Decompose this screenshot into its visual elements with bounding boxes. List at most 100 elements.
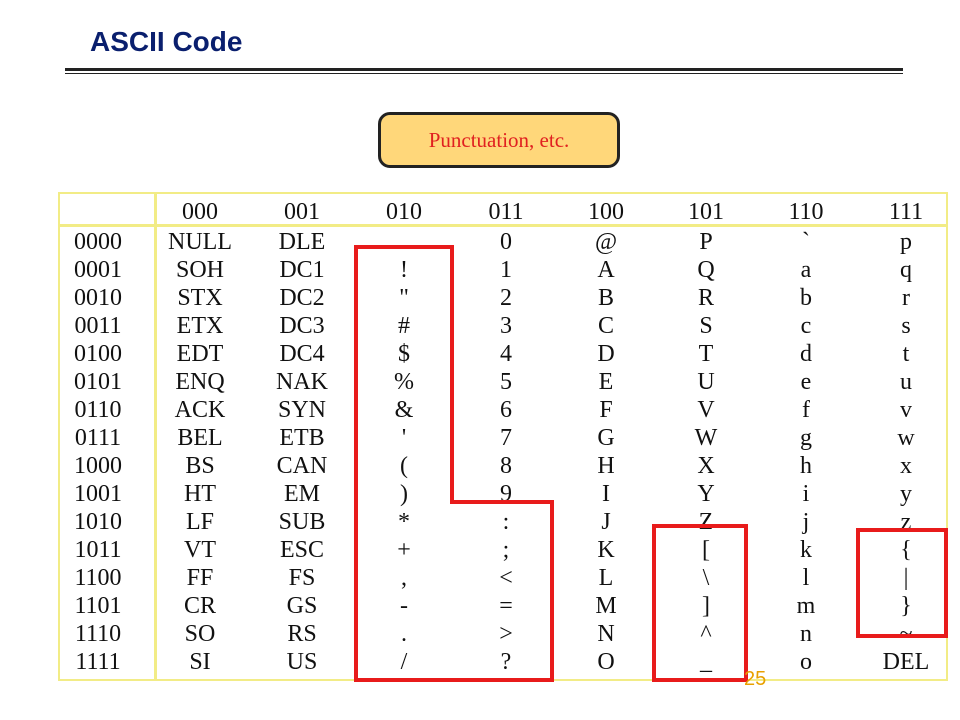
table-cell: R [697,285,714,311]
highlight-111-left [856,528,860,638]
table-cell: f [802,397,810,423]
table-cell: B [597,285,614,311]
row-header: 0000 [74,229,122,255]
table-cell: DC4 [279,341,325,367]
table-cell: 0 [500,229,512,255]
row-header: 0101 [74,369,122,395]
table-cell: ACK [174,397,226,423]
table-cell: ESC [279,537,324,563]
table-cell: W [694,425,718,451]
table-cell: s [901,313,911,339]
table-cell: @ [594,229,618,255]
table-cell: _ [700,649,712,675]
table-cell: z [900,509,912,535]
row-header: 1011 [74,537,122,563]
table-cell: - [400,593,408,619]
highlight-bottom [354,678,554,682]
table-cell: M [595,593,617,619]
table-cell: / [400,649,408,675]
table-cell: C [597,313,614,339]
table-cell: U [697,369,715,395]
table-cell: } [900,593,912,619]
table-cell: STX [177,285,223,311]
row-header: 0110 [74,397,122,423]
highlight-111-right [944,528,948,638]
table-cell: J [601,509,611,535]
table-cell: K [597,537,615,563]
highlight-010-top [354,245,454,249]
table-cell: EM [284,481,320,507]
table-cell: DC2 [279,285,325,311]
table-cell: G [597,425,615,451]
table-cell: x [900,453,912,479]
table-cell: : [502,509,510,535]
table-cell: q [900,257,912,283]
table-cell: * [398,509,410,535]
punctuation-callout: Punctuation, etc. [378,112,620,168]
table-cell: a [800,257,812,283]
row-header: 0001 [74,257,122,283]
table-cell: EDT [176,341,224,367]
table-cell: E [598,369,614,395]
table-cell: SO [184,621,216,647]
table-cell: h [800,453,812,479]
table-cell: SI [189,649,211,675]
table-divider-vertical [154,192,157,681]
table-cell: [ [702,537,710,563]
table-cell: ' [401,425,407,451]
table-cell: P [699,229,713,255]
table-cell: { [900,537,912,563]
column-header: 101 [688,199,724,225]
row-header: 1000 [74,453,122,479]
table-cell: r [902,285,910,311]
table-cell: j [802,509,810,535]
row-header: 0011 [74,313,122,339]
table-cell: CR [183,593,216,619]
table-cell: 7 [500,425,512,451]
table-cell: DEL [882,649,930,675]
table-cell: 8 [500,453,512,479]
highlight-111-top [856,528,948,532]
table-cell: VT [184,537,216,563]
table-cell: d [800,341,812,367]
table-cell: SYN [277,397,326,423]
column-header: 110 [788,199,824,225]
table-cell: p [900,229,912,255]
table-cell: v [900,397,912,423]
table-cell: " [399,285,409,311]
row-header: 1110 [74,621,122,647]
highlight-011-step-top [450,500,554,504]
table-cell: D [597,341,615,367]
table-cell: w [897,425,915,451]
table-cell: ETX [176,313,224,339]
table-cell: X [697,453,715,479]
table-cell: $ [398,341,410,367]
title-rule-thin [65,73,903,74]
table-cell: l [802,565,810,591]
table-cell: u [900,369,912,395]
table-cell: . [401,621,407,647]
row-header: 1111 [75,649,121,675]
slide-title: ASCII Code [90,26,243,57]
table-cell: ETB [279,425,325,451]
row-header: 1100 [74,565,122,591]
table-cell: US [286,649,318,675]
table-cell: n [800,621,812,647]
table-cell: T [698,341,714,367]
table-cell: + [397,537,411,563]
row-header: 1001 [74,481,122,507]
table-cell: CAN [276,453,328,479]
column-header: 100 [588,199,624,225]
column-header: 011 [488,199,524,225]
highlight-010-left [354,245,358,682]
table-cell: DC3 [279,313,325,339]
table-cell: m [796,593,816,619]
table-cell: 2 [500,285,512,311]
table-cell: # [398,313,410,339]
table-cell: , [401,565,407,591]
column-header: 001 [284,199,320,225]
table-cell: ! [400,257,408,283]
table-cell: ; [502,537,510,563]
table-cell: F [599,397,613,423]
table-cell: S [699,313,713,339]
